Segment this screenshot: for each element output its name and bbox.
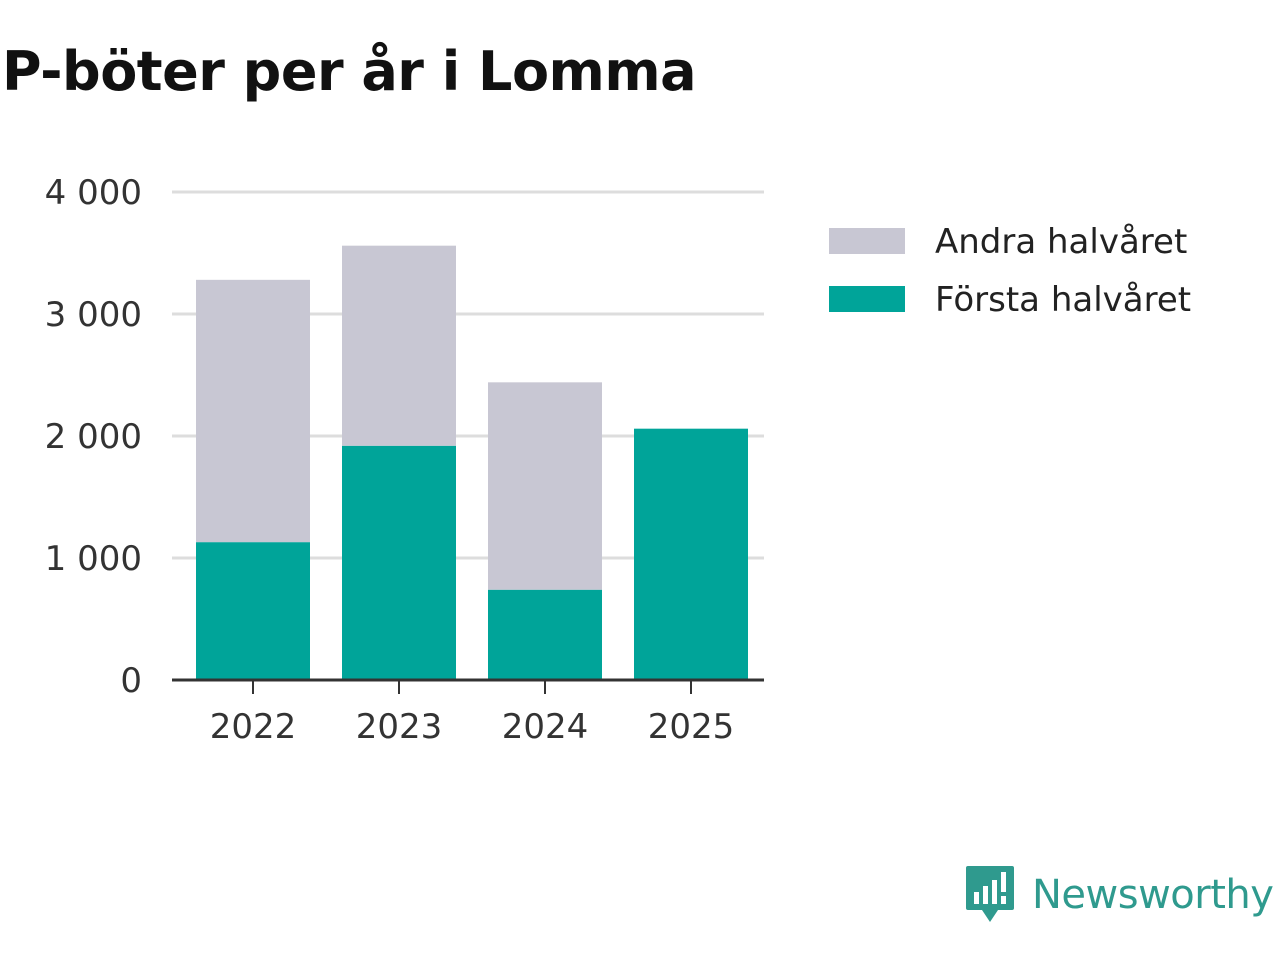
legend-label-0: Andra halvåret <box>935 222 1187 262</box>
x-tick-label-2024: 2024 <box>502 707 589 747</box>
bars <box>196 245 748 680</box>
bar-2025-första <box>634 428 748 680</box>
y-tick-label: 1 000 <box>45 539 142 579</box>
x-tick-label-2022: 2022 <box>210 707 297 747</box>
newsworthy-logo-text: Newsworthy <box>1032 872 1274 918</box>
bar-2022-första <box>196 542 310 680</box>
bar-2024-första <box>488 589 602 680</box>
bar-2023-första <box>342 445 456 680</box>
legend-label-1: Första halvåret <box>935 280 1191 320</box>
newsworthy-logo-icon <box>966 866 1014 922</box>
legend-swatch-1 <box>829 286 905 312</box>
y-tick-label: 3 000 <box>45 295 142 335</box>
legend-swatch-0 <box>829 228 905 254</box>
bar-2022-andra <box>196 279 310 543</box>
y-tick-label: 4 000 <box>45 173 142 213</box>
axes: 0 1 000 2 000 3 000 4 000 2022 2023 2024 2025 <box>45 173 764 747</box>
newsworthy-logo: Newsworthy <box>964 864 1274 926</box>
x-tick-label-2023: 2023 <box>356 707 443 747</box>
y-tick-label: 0 <box>120 661 142 701</box>
y-tick-label: 2 000 <box>45 417 142 457</box>
bar-2024-andra <box>488 382 602 590</box>
x-tick-label-2025: 2025 <box>648 707 735 747</box>
chart-title: P-böter per år i Lomma <box>2 40 697 103</box>
legend: Andra halvåret Första halvåret <box>829 222 1191 320</box>
bar-2023-andra <box>342 245 456 446</box>
